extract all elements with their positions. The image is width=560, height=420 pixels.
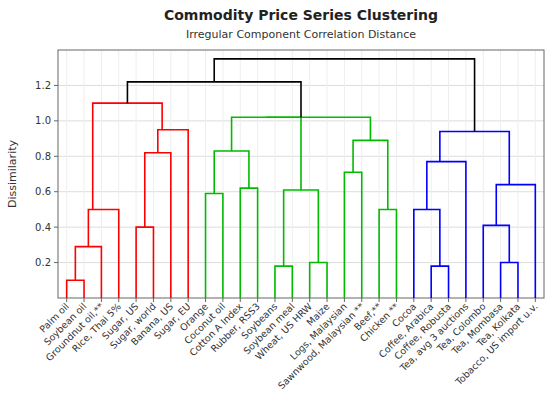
dendrogram-link	[93, 103, 162, 209]
grid-line	[58, 227, 544, 228]
grid-line	[58, 191, 544, 192]
x-tick	[292, 298, 293, 302]
x-tick	[379, 298, 380, 302]
dendrogram-link	[501, 263, 518, 298]
dendrogram-link	[158, 130, 188, 298]
dendrogram-link	[344, 172, 361, 298]
x-tick-label: Sawnwood, Malaysian **	[276, 300, 367, 391]
grid-line	[500, 50, 501, 298]
x-tick	[153, 298, 154, 302]
title: Commodity Price Series Clustering	[164, 7, 438, 23]
links	[67, 59, 536, 298]
x-tick	[448, 298, 449, 302]
y-tick-label: 0.2	[35, 257, 51, 268]
x-tick	[170, 298, 171, 302]
y-tick	[54, 191, 58, 192]
dendrogram-link	[232, 117, 301, 190]
x-tick	[240, 298, 241, 302]
grid-line	[292, 50, 293, 298]
x-tick	[431, 298, 432, 302]
dendrogram-link	[127, 82, 301, 117]
dendrogram-link	[496, 185, 535, 298]
x-tick-label: Tobacco, US import u.v.	[452, 301, 539, 388]
x-tick	[274, 298, 275, 302]
dendrogram-link	[379, 209, 396, 298]
dendrogram-link	[145, 153, 171, 298]
grid-line	[517, 50, 518, 298]
dendrogram-link	[206, 193, 223, 298]
x-tick	[465, 298, 466, 302]
dendrogram-link	[431, 266, 448, 298]
x-tick	[344, 298, 345, 302]
y-tick	[54, 262, 58, 263]
dendrogram-link	[353, 140, 388, 209]
y-tick-label: 1.2	[35, 80, 51, 91]
x-tick	[500, 298, 501, 302]
dendrogram-link	[136, 227, 153, 298]
dendrogram-link	[427, 162, 466, 298]
x-tick	[222, 298, 223, 302]
dendrogram-link	[284, 190, 319, 266]
x-tick	[84, 298, 85, 302]
x-tick	[188, 298, 189, 302]
dendrogram-link	[310, 263, 327, 298]
grid-line	[327, 50, 328, 298]
y-tick	[54, 227, 58, 228]
y-tick	[54, 85, 58, 86]
x-tick	[205, 298, 206, 302]
dendrogram-link	[67, 280, 84, 298]
y-tick	[54, 156, 58, 157]
dendrogram-link	[240, 188, 257, 298]
x-tick	[66, 298, 67, 302]
y-tick	[54, 120, 58, 121]
dendrogram-link	[275, 266, 292, 298]
x-tick	[257, 298, 258, 302]
y-tick-label: 0.8	[35, 151, 51, 162]
dendrogram-link	[214, 59, 474, 132]
dendrogram-link	[88, 209, 118, 298]
dendrogram-link	[440, 131, 509, 184]
chart: 0.2 0.4 0.6 0.8 1.0 1.2 Palm oilSoybean oilGro…	[0, 0, 560, 420]
x-tick	[361, 298, 362, 302]
grid-line	[84, 50, 85, 298]
grid	[58, 50, 544, 298]
y-tick-label: 1.0	[35, 115, 51, 126]
subtitle: Irregular Component Correlation Distance	[186, 28, 416, 41]
x-tick	[327, 298, 328, 302]
dendrogram-link	[483, 225, 509, 298]
x-tick	[101, 298, 102, 302]
grid-line	[58, 262, 544, 263]
y-tick-label: 0.4	[35, 222, 51, 233]
dendrogram-link	[414, 209, 440, 298]
x-tick	[413, 298, 414, 302]
y-axis-label: Dissimilarity	[6, 140, 19, 209]
x-axis: Palm oilSoybean oilGroundnut oil,**Rice,…	[37, 298, 540, 391]
x-tick	[309, 298, 310, 302]
grid-line	[431, 50, 432, 298]
grid-line	[66, 50, 67, 298]
x-tick	[517, 298, 518, 302]
grid-line	[274, 50, 275, 298]
grid-line	[448, 50, 449, 298]
grid-line	[309, 50, 310, 298]
dendrogram-link	[214, 151, 249, 194]
y-axis: 0.2 0.4 0.6 0.8 1.0 1.2	[35, 80, 58, 268]
x-tick	[118, 298, 119, 302]
x-tick	[396, 298, 397, 302]
dendrogram-link	[266, 117, 370, 140]
x-tick	[136, 298, 137, 302]
x-tick	[535, 298, 536, 302]
x-tick	[483, 298, 484, 302]
plot-frame	[58, 50, 544, 298]
y-tick-label: 0.6	[35, 186, 51, 197]
dendrogram-link	[75, 247, 101, 298]
